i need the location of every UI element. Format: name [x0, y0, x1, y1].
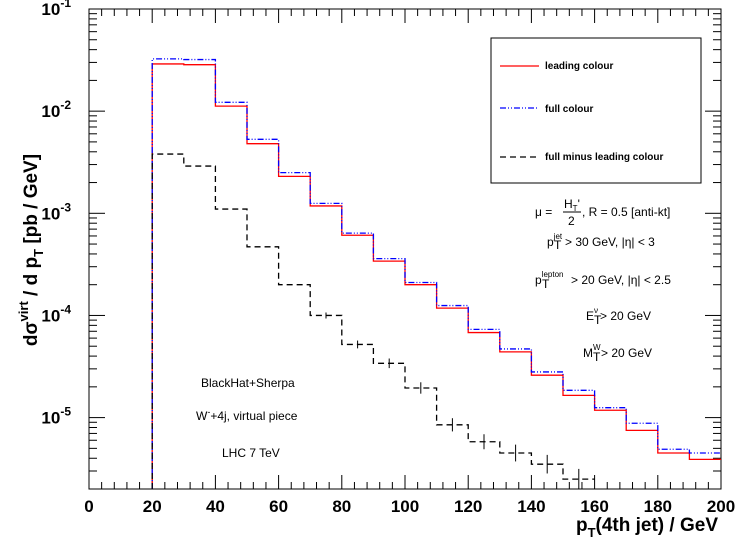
x-tick-label: 20: [143, 497, 162, 516]
axis-ticks: [88, 8, 722, 490]
legend: leading colour full colour full minus le…: [490, 37, 702, 184]
mt-cut-annotation: MW T > 20 GeV: [583, 343, 652, 364]
svg-text:Eν: Eν: [586, 306, 598, 323]
x-tick-label: 40: [206, 497, 225, 516]
svg-text:MW: MW: [583, 343, 601, 360]
svg-text:pjet: pjet: [547, 232, 563, 249]
y-tick-label: 10-3: [41, 200, 71, 223]
svg-text:> 20 GeV: > 20 GeV: [600, 309, 651, 323]
svg-text:2: 2: [568, 214, 575, 228]
svg-text:T: T: [542, 277, 550, 291]
process-label: W-+4j, virtual piece: [196, 407, 298, 423]
legend-label-leading: leading colour: [545, 61, 613, 72]
x-tick-label: 60: [269, 497, 288, 516]
legend-label-diff: full minus leading colour: [545, 152, 663, 163]
series-1: [151, 58, 721, 489]
legend-label-full: full colour: [545, 104, 593, 115]
x-tick-label: 200: [707, 497, 735, 516]
svg-text:plepton: plepton: [535, 270, 563, 287]
svg-text:HT': HT': [564, 197, 580, 213]
x-tick-label: 0: [84, 497, 93, 516]
svg-text:T: T: [554, 238, 562, 252]
series-2: [151, 153, 595, 490]
svg-text:> 20 GeV: > 20 GeV: [601, 346, 652, 360]
y-tick-label: 10-2: [41, 98, 71, 121]
x-tick-labels: 0 20 40 60 80 100 120 140 160 180 200: [84, 497, 735, 516]
x-tick-label: 140: [517, 497, 545, 516]
series-line: [151, 153, 595, 489]
jet-cut-annotation: pjet T > 30 GeV, |η| < 3: [547, 232, 655, 252]
svg-text:, R = 0.5 [anti-kt]: , R = 0.5 [anti-kt]: [582, 205, 670, 219]
scale-annotation: μ = HT' 2 , R = 0.5 [anti-kt]: [535, 197, 670, 228]
y-tick-labels: 10-1 10-2 10-3 10-4 10-5: [41, 0, 71, 428]
y-tick-label: 10-5: [41, 405, 71, 428]
svg-text:> 30 GeV, |η| < 3: > 30 GeV, |η| < 3: [565, 235, 655, 249]
legend-frame: [490, 37, 702, 184]
met-cut-annotation: Eν T > 20 GeV: [586, 306, 651, 327]
x-tick-label: 120: [454, 497, 482, 516]
svg-text:T: T: [594, 313, 602, 327]
svg-text:T: T: [593, 350, 601, 364]
y-tick-label: 10-1: [41, 0, 71, 19]
x-tick-label: 160: [580, 497, 608, 516]
x-tick-label: 100: [391, 497, 419, 516]
series-line: [151, 58, 721, 489]
collider-label: LHC 7 TeV: [222, 446, 280, 460]
svg-text:μ =: μ =: [535, 205, 552, 219]
lepton-cut-annotation: plepton T > 20 GeV, |η| < 2.5: [535, 270, 671, 291]
svg-text:> 20 GeV, |η| < 2.5: > 20 GeV, |η| < 2.5: [571, 273, 671, 287]
x-axis-title: pT(4th jet) / GeV: [576, 515, 718, 540]
x-tick-label: 80: [332, 497, 351, 516]
series-layer: [151, 58, 721, 490]
y-axis-title: dσvirt / d pT [pb / GeV]: [16, 154, 46, 346]
x-tick-label: 180: [644, 497, 672, 516]
generator-label: BlackHat+Sherpa: [201, 376, 295, 390]
y-tick-label: 10-4: [41, 302, 71, 325]
